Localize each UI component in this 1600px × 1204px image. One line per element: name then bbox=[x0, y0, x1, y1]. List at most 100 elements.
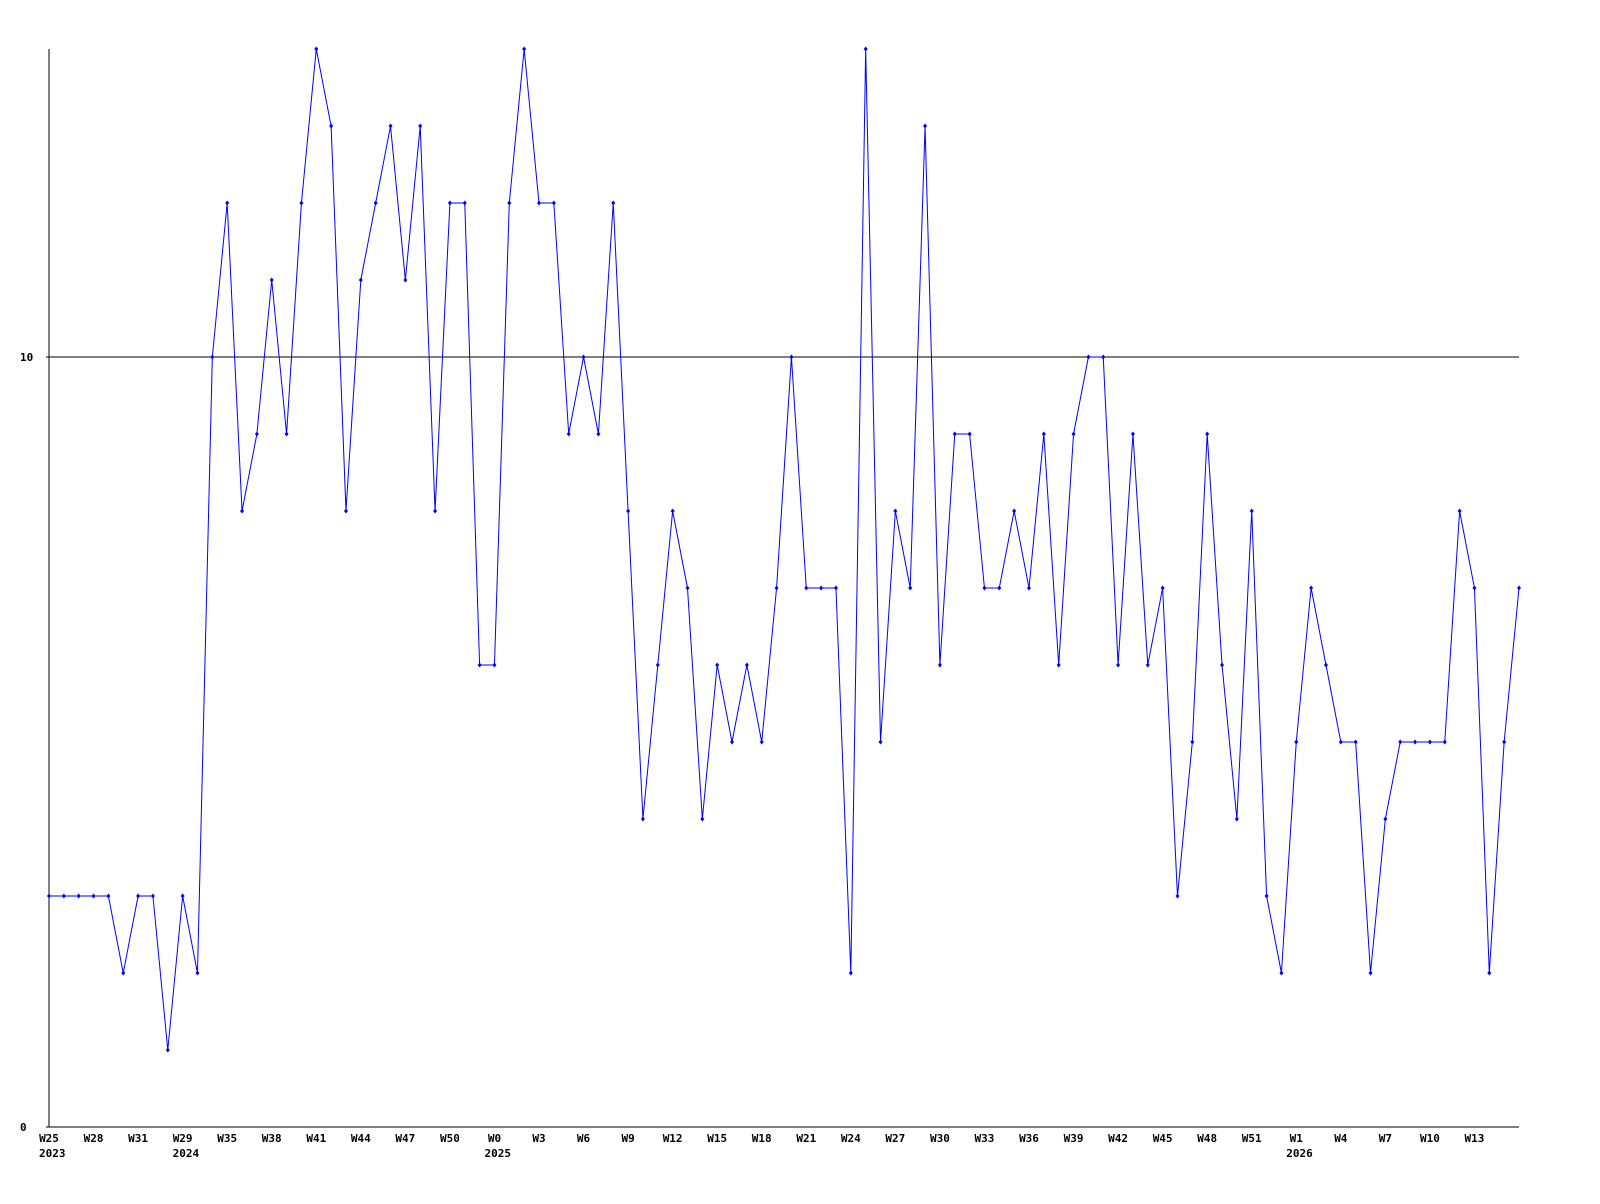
x-tick-label: W36 bbox=[1019, 1132, 1039, 1145]
x-tick-label: W10 bbox=[1420, 1132, 1440, 1145]
x-tick-label: W13 bbox=[1465, 1132, 1485, 1145]
x-tick-label: W48 bbox=[1197, 1132, 1217, 1145]
point-marker bbox=[477, 662, 482, 668]
point-marker bbox=[76, 893, 81, 899]
point-marker bbox=[1130, 431, 1135, 437]
point-marker bbox=[863, 46, 868, 52]
point-marker bbox=[106, 893, 111, 899]
x-tick-label: W7 bbox=[1379, 1132, 1392, 1145]
x-tick-label: W44 bbox=[351, 1132, 371, 1145]
point-marker bbox=[893, 508, 898, 514]
point-marker bbox=[314, 46, 319, 52]
point-marker bbox=[1368, 970, 1373, 976]
point-marker bbox=[254, 431, 259, 437]
point-marker bbox=[997, 585, 1002, 591]
point-marker bbox=[1086, 354, 1091, 360]
point-marker bbox=[1190, 739, 1195, 745]
x-tick-label: W6 bbox=[577, 1132, 591, 1145]
point-marker bbox=[967, 431, 972, 437]
point-marker bbox=[358, 277, 363, 283]
point-marker bbox=[1398, 739, 1403, 745]
x-tick-label: W51 bbox=[1242, 1132, 1262, 1145]
x-tick-label: W28 bbox=[84, 1132, 104, 1145]
x-tick-label: W18 bbox=[752, 1132, 772, 1145]
point-marker bbox=[730, 739, 735, 745]
point-marker bbox=[1457, 508, 1462, 514]
point-marker bbox=[447, 200, 452, 206]
point-marker bbox=[685, 585, 690, 591]
point-marker bbox=[715, 662, 720, 668]
point-marker bbox=[492, 662, 497, 668]
x-tick-label: W4 bbox=[1334, 1132, 1348, 1145]
x-tick-label: W45 bbox=[1153, 1132, 1173, 1145]
point-marker bbox=[626, 508, 631, 514]
point-marker bbox=[150, 893, 155, 899]
point-marker bbox=[833, 585, 838, 591]
x-tick-label: W38 bbox=[262, 1132, 282, 1145]
x-tick-label: W9 bbox=[621, 1132, 634, 1145]
point-marker bbox=[1071, 431, 1076, 437]
x-tick-label: W39 bbox=[1064, 1132, 1084, 1145]
point-marker bbox=[373, 200, 378, 206]
point-marker bbox=[566, 431, 571, 437]
x-tick-label: W50 bbox=[440, 1132, 460, 1145]
x-tick-label: W3 bbox=[532, 1132, 545, 1145]
point-marker bbox=[937, 662, 942, 668]
point-marker bbox=[61, 893, 66, 899]
point-marker bbox=[1517, 585, 1521, 591]
point-marker bbox=[1145, 662, 1150, 668]
point-marker bbox=[462, 200, 467, 206]
point-marker bbox=[299, 200, 304, 206]
point-marker bbox=[1502, 739, 1507, 745]
point-marker bbox=[655, 662, 660, 668]
point-marker bbox=[1205, 431, 1210, 437]
x-tick-label: W0 bbox=[488, 1132, 501, 1145]
point-marker bbox=[47, 893, 51, 899]
point-marker bbox=[1041, 431, 1046, 437]
point-marker bbox=[789, 354, 794, 360]
x-tick-label: W1 bbox=[1290, 1132, 1304, 1145]
point-marker bbox=[388, 123, 393, 129]
x-tick-label: W29 bbox=[173, 1132, 193, 1145]
point-marker bbox=[1353, 739, 1358, 745]
point-marker bbox=[507, 200, 512, 206]
point-marker bbox=[982, 585, 987, 591]
point-marker bbox=[759, 739, 764, 745]
point-marker bbox=[1383, 816, 1388, 822]
point-marker bbox=[908, 585, 913, 591]
point-marker bbox=[878, 739, 883, 745]
year-label: 2023 bbox=[39, 1147, 66, 1160]
point-marker bbox=[180, 893, 185, 899]
point-marker bbox=[700, 816, 705, 822]
point-marker bbox=[121, 970, 126, 976]
point-marker bbox=[952, 431, 957, 437]
point-marker bbox=[923, 123, 928, 129]
point-marker bbox=[551, 200, 556, 206]
point-marker bbox=[581, 354, 586, 360]
point-marker bbox=[1427, 739, 1432, 745]
point-marker bbox=[1442, 739, 1447, 745]
point-marker bbox=[1056, 662, 1061, 668]
point-marker bbox=[1264, 893, 1269, 899]
x-tick-label: W27 bbox=[885, 1132, 905, 1145]
point-marker bbox=[1309, 585, 1314, 591]
point-marker bbox=[1175, 893, 1180, 899]
point-marker bbox=[329, 123, 334, 129]
point-marker bbox=[284, 431, 289, 437]
x-tick-label: W47 bbox=[395, 1132, 415, 1145]
point-marker bbox=[1234, 816, 1239, 822]
series-line bbox=[49, 48, 1520, 1051]
x-tick-label: W24 bbox=[841, 1132, 861, 1145]
point-marker bbox=[596, 431, 601, 437]
point-marker bbox=[136, 893, 141, 899]
point-marker bbox=[1323, 662, 1328, 668]
point-marker bbox=[640, 816, 645, 822]
point-marker bbox=[225, 200, 230, 206]
point-marker bbox=[1160, 585, 1165, 591]
point-marker bbox=[1294, 739, 1299, 745]
x-tick-label: W41 bbox=[306, 1132, 326, 1145]
year-label: 2024 bbox=[173, 1147, 200, 1160]
point-marker bbox=[774, 585, 779, 591]
